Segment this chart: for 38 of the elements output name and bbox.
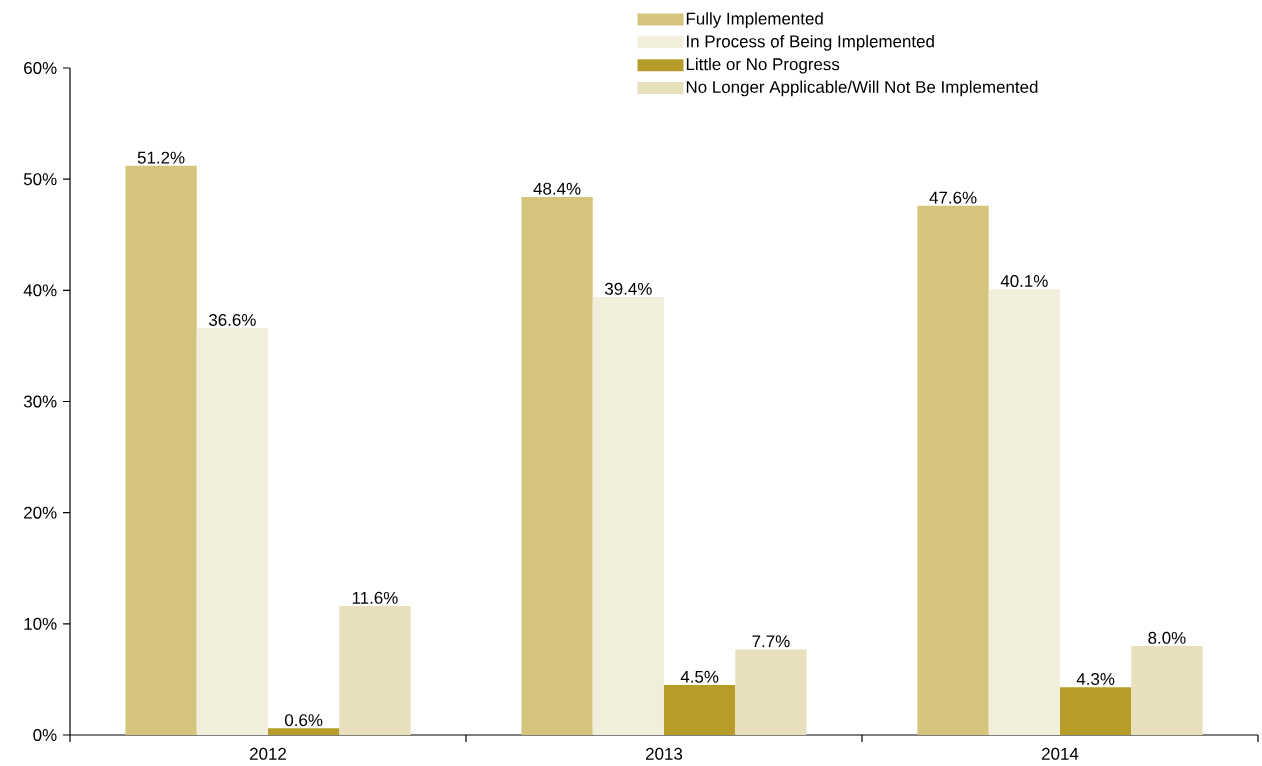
- data-label: 48.4%: [533, 182, 581, 195]
- data-label: 7.7%: [752, 635, 790, 648]
- x-tick-label: 2014: [1042, 747, 1079, 760]
- bar: [1131, 646, 1203, 735]
- bar: [196, 328, 268, 735]
- legend-label: No Longer Applicable/Will Not Be Implemented: [686, 80, 1038, 97]
- bar: [125, 165, 197, 735]
- bar: [592, 297, 664, 735]
- y-tick-label: 50%: [23, 173, 57, 186]
- bar: [917, 205, 989, 735]
- bar: [1059, 687, 1132, 735]
- data-label: 51.2%: [137, 151, 185, 164]
- y-tick-label: 60%: [24, 62, 57, 74]
- legend-label: Little or No Progress: [686, 57, 840, 74]
- y-tick-label: 10%: [24, 617, 57, 630]
- x-tick-label: 2013: [646, 747, 683, 760]
- bar: [663, 684, 736, 735]
- y-tick-label: 20%: [24, 506, 57, 519]
- data-label: 39.4%: [604, 282, 652, 295]
- bar: [988, 289, 1060, 735]
- bar: [339, 606, 411, 735]
- data-label: 40.1%: [1000, 275, 1048, 288]
- data-label: 36.6%: [208, 313, 256, 326]
- bar: [735, 649, 807, 735]
- y-tick-label: 0%: [33, 729, 57, 741]
- data-label: 4.3%: [1076, 673, 1115, 685]
- data-label: 0.6%: [284, 714, 323, 727]
- data-label: 8.0%: [1148, 631, 1186, 644]
- data-label: 47.6%: [929, 191, 977, 204]
- legend-label: Fully Implemented: [686, 12, 823, 28]
- bar: [521, 196, 593, 735]
- data-label: 4.5%: [680, 670, 719, 683]
- bar: [268, 728, 340, 735]
- legend-label: In Process of Being Implemented: [687, 34, 934, 51]
- y-tick-label: 30%: [23, 395, 57, 408]
- x-tick-label: 2012: [250, 747, 286, 760]
- data-label: 11.6%: [352, 591, 398, 604]
- y-tick-label: 40%: [23, 284, 57, 297]
